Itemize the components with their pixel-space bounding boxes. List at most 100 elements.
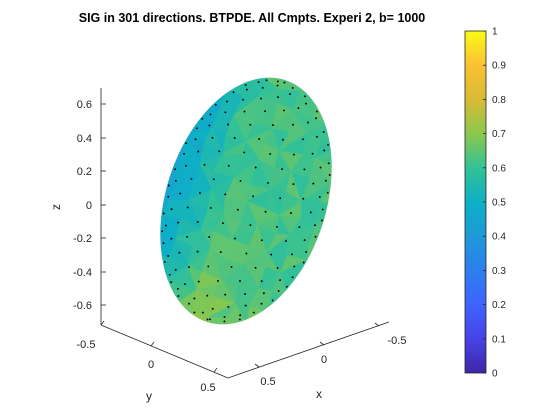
direction-point — [214, 103, 217, 106]
direction-point — [276, 96, 279, 99]
direction-point — [236, 208, 239, 211]
direction-point — [326, 191, 329, 194]
direction-point — [303, 168, 306, 171]
ellipsoid-surface — [130, 55, 362, 347]
direction-point — [305, 102, 307, 105]
x-tick-label: -0.5 — [388, 335, 407, 347]
direction-point — [244, 293, 247, 296]
direction-point — [177, 221, 180, 224]
direction-point — [162, 212, 165, 215]
surface-facet — [150, 293, 173, 315]
x-axis-label: x — [316, 387, 322, 401]
colorbar-tick-label: 0.5 — [492, 198, 506, 209]
direction-point — [206, 294, 209, 297]
surface-facet — [173, 99, 201, 120]
surface-facet — [130, 290, 141, 309]
direction-point — [186, 235, 189, 238]
direction-point — [254, 166, 257, 169]
direction-point — [315, 117, 317, 120]
direction-point — [170, 208, 173, 211]
direction-point — [309, 211, 312, 214]
direction-point — [283, 81, 286, 84]
direction-point — [174, 179, 177, 182]
direction-point — [290, 212, 292, 214]
direction-point — [318, 196, 321, 198]
direction-point — [260, 97, 263, 100]
plot-area — [130, 55, 362, 347]
z-tick-label: -0.6 — [73, 300, 92, 312]
surface-facet — [173, 118, 193, 137]
direction-point — [209, 113, 212, 116]
direction-point — [243, 151, 246, 154]
surface-facet — [306, 245, 330, 261]
z-tick-label: -0.4 — [73, 267, 92, 279]
direction-point — [323, 149, 326, 152]
surface-facet — [186, 79, 208, 101]
surface-facet — [196, 55, 212, 64]
direction-point — [285, 285, 288, 288]
direction-point — [161, 230, 164, 233]
direction-point — [197, 150, 200, 153]
direction-point — [179, 192, 182, 195]
direction-point — [324, 179, 327, 182]
direction-point — [203, 163, 206, 166]
z-tick-label: 0.4 — [77, 133, 92, 145]
colorbar-tick-label: 0.6 — [492, 163, 506, 174]
direction-point — [209, 206, 212, 209]
chart-title: SIG in 301 directions. BTPDE. All Cmpts.… — [79, 11, 426, 25]
direction-point — [271, 299, 274, 302]
surface-facet — [343, 82, 360, 110]
surface-facet — [139, 291, 156, 315]
direction-point — [261, 86, 264, 89]
direction-point — [285, 240, 287, 242]
direction-point — [174, 268, 177, 271]
surface-facet — [141, 230, 157, 254]
direction-point — [221, 222, 224, 225]
x-axis-line — [227, 321, 390, 379]
direction-point — [162, 242, 165, 245]
surface-facet — [251, 329, 278, 347]
direction-point — [177, 295, 180, 297]
direction-point — [292, 153, 295, 156]
direction-point — [233, 137, 236, 139]
surface-facet — [338, 128, 362, 147]
direction-point — [279, 197, 282, 200]
surface-facet — [246, 325, 261, 347]
direction-point — [297, 107, 300, 110]
direction-point — [193, 297, 196, 300]
direction-point — [293, 265, 296, 268]
direction-point — [262, 292, 265, 295]
colorbar-tick-label: 0 — [492, 369, 498, 380]
direction-point — [243, 110, 246, 113]
direction-point — [298, 226, 301, 229]
direction-point — [302, 261, 305, 264]
direction-point — [249, 123, 252, 126]
surface-facet — [186, 62, 212, 81]
surface-facet — [182, 79, 201, 101]
direction-point — [167, 195, 170, 198]
direction-point — [206, 318, 209, 321]
direction-point — [264, 110, 267, 113]
direction-point — [281, 168, 283, 171]
surface-facet — [331, 107, 353, 130]
direction-point — [201, 117, 204, 120]
direction-point — [242, 98, 244, 101]
direction-point — [230, 265, 233, 268]
direction-point — [252, 195, 255, 198]
direction-point — [234, 237, 237, 240]
surface-facet — [260, 312, 278, 337]
surface-facet — [233, 55, 248, 77]
direction-point — [208, 236, 211, 238]
colorbar-tick-label: 0.1 — [492, 334, 506, 345]
direction-point — [186, 206, 189, 209]
direction-point — [217, 279, 219, 282]
y-tick-label: 0.5 — [200, 382, 215, 394]
direction-point — [279, 279, 282, 282]
z-tick-label: 0.6 — [77, 99, 92, 111]
direction-point — [185, 142, 188, 145]
direction-point — [224, 293, 227, 296]
direction-point — [225, 100, 228, 103]
surface-facet — [247, 58, 274, 77]
z-axis: 0.6 0.4 0.2 0 -0.2 -0.4 -0.6 z — [49, 88, 106, 325]
surface-facet — [352, 92, 362, 119]
